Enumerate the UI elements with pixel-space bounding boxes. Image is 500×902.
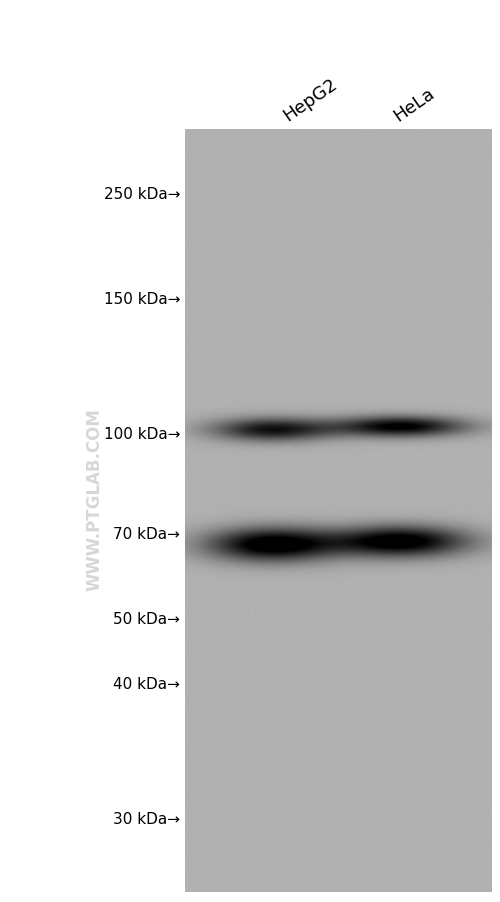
- Text: HepG2: HepG2: [280, 75, 340, 124]
- Text: WWW.PTGLAB.COM: WWW.PTGLAB.COM: [86, 408, 104, 591]
- Text: 250 kDa→: 250 kDa→: [104, 188, 180, 202]
- Text: 30 kDa→: 30 kDa→: [113, 812, 180, 826]
- Text: HeLa: HeLa: [390, 84, 438, 124]
- Text: 40 kDa→: 40 kDa→: [113, 676, 180, 692]
- Text: 100 kDa→: 100 kDa→: [104, 427, 180, 442]
- Text: 50 kDa→: 50 kDa→: [113, 612, 180, 627]
- Text: 150 kDa→: 150 kDa→: [104, 292, 180, 308]
- Text: 70 kDa→: 70 kDa→: [113, 527, 180, 542]
